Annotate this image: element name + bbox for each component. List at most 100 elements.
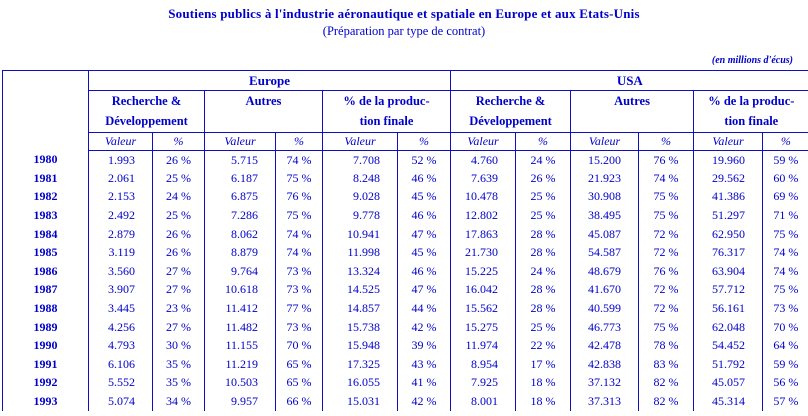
percent-cell: 71 % [773,208,799,223]
value-cell: 7.286 [204,206,276,225]
col-header-percent: % [275,132,323,151]
value-cell: 9.957 [204,392,276,411]
value-cell: 6.106 [88,355,153,374]
table-row: 1993 5.074 34 % 9.957 66 % 15.031 42 % 8… [2,392,808,411]
percent-cell: 25 % [152,169,205,188]
percent-cell: 74 % [275,243,323,263]
value-cell: 15.948 [322,336,398,356]
group-header-europe-pct-production: % de la produc- tion finale [321,90,452,133]
percent-cell: 74 % [275,224,323,244]
group-header-line: % de la produc- [343,94,430,108]
value-cell: 51.792 [693,355,764,374]
group-header-usa-rd: Recherche & Développement [450,90,572,133]
percent-cell: 82 % [638,392,695,411]
group-header-line: Développement [469,114,552,128]
value-cell: 4.793 [88,336,153,356]
percent-cell: 47 % [397,280,452,300]
value-cell: 17.325 [322,355,398,374]
value-cell: 2.153 [88,187,153,207]
value-cell: 12.802 [450,206,517,225]
percent-cell: 65 % [275,373,323,393]
year-cell: 1983 [2,206,89,225]
percent-cell: 24 % [515,150,572,170]
percent-cell: 26 % [152,224,205,244]
value-cell: 45.087 [570,224,640,244]
percent-cell: 46 % [397,206,452,225]
col-header-percent: % [762,132,808,151]
year-cell: 1984 [2,224,89,244]
table-row: 1980 1.993 26 % 5.715 74 % 7.708 52 % 4.… [2,150,808,170]
table-row: 1985 3.119 26 % 8.879 74 % 11.998 45 % 2… [2,243,808,263]
value-cell: 16.042 [450,280,517,300]
page-subtitle: (Préparation par type de contrat) [322,24,486,38]
value-cell: 5.552 [88,373,153,393]
value-cell: 21.923 [570,169,640,188]
percent-cell: 75 % [275,206,323,225]
percent-cell: 72 % [638,224,695,244]
group-header-line: Autres [245,94,282,108]
percent-cell: 18 % [515,392,572,411]
percent-cell: 76 % [638,262,695,281]
year-cell: 1980 [2,150,89,170]
percent-cell: 43 % [397,355,452,374]
value-cell: 76.317 [693,243,764,263]
percent-cell: 60 % [773,170,799,185]
group-header-line [206,111,322,131]
group-header-line: Recherche & [475,94,546,108]
value-cell: 8.954 [450,355,517,374]
table-row: 1991 6.106 35 % 11.219 65 % 17.325 43 % … [2,355,808,374]
value-cell: 11.155 [204,336,276,356]
percent-cell: 23 % [152,299,205,318]
value-cell: 62.950 [693,224,764,244]
value-cell: 8.879 [204,243,276,263]
group-header-line: Développement [105,114,188,128]
percent-cell: 42 % [397,317,452,337]
percent-cell: 45 % [397,187,452,207]
percent-cell: 45 % [397,243,452,263]
year-cell: 1992 [2,373,89,393]
col-header-percent: % [515,132,572,151]
value-cell: 10.503 [204,373,276,393]
value-cell: 6.875 [204,187,276,207]
group-header-line: % de la produc- [708,94,795,108]
value-cell: 3.907 [88,280,153,300]
percent-cell: 70 % [275,336,323,356]
value-cell: 57.712 [693,280,764,300]
percent-cell: 59 % [773,152,799,167]
percent-cell: 26 % [515,169,572,188]
value-cell: 14.857 [322,299,398,318]
year-cell: 1990 [2,336,89,356]
percent-cell: 30 % [152,336,205,356]
percent-cell: 27 % [152,280,205,300]
year-cell: 1989 [2,317,89,337]
value-cell: 42.838 [570,355,640,374]
value-cell: 15.225 [450,262,517,281]
value-cell: 9.778 [322,206,398,225]
year-cell: 1991 [2,355,89,374]
col-header-valeur: Valeur [570,132,640,151]
year-cell: 1985 [2,243,89,263]
value-cell: 11.974 [450,336,517,356]
page-title: Soutiens publics à l'industrie aéronauti… [168,6,640,21]
value-cell: 37.132 [570,373,640,393]
value-cell: 54.587 [570,243,640,263]
percent-cell: 72 % [638,280,695,300]
table-body: 1980 1.993 26 % 5.715 74 % 7.708 52 % 4.… [2,150,808,411]
value-cell: 5.715 [204,150,276,170]
percent-cell: 72 % [638,243,695,263]
percent-cell: 46 % [397,262,452,281]
percent-cell: 72 % [638,299,695,318]
value-cell: 8.062 [204,224,276,244]
value-cell: 3.119 [88,243,153,263]
percent-cell: 74 % [773,263,799,278]
value-cell: 7.708 [322,150,398,170]
value-cell: 41.670 [570,280,640,300]
table-row: 1988 3.445 23 % 11.412 77 % 14.857 44 % … [2,299,808,318]
percent-cell: 25 % [515,206,572,225]
percent-cell: 57 % [773,394,799,409]
value-cell: 15.562 [450,299,517,318]
value-cell: 4.256 [88,317,153,337]
percent-cell: 75 % [773,282,799,297]
value-cell: 45.314 [693,392,764,411]
value-cell: 51.297 [693,206,764,225]
